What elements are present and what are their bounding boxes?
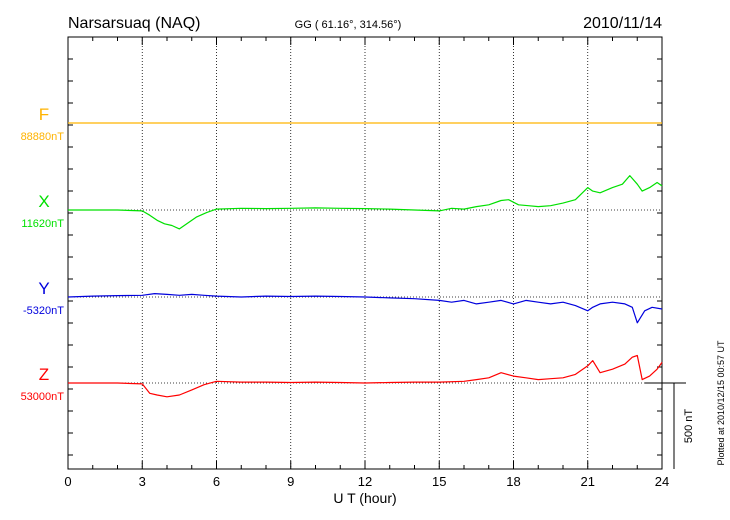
coordinates-label: GG ( 61.16°, 314.56°)	[295, 19, 402, 31]
x-tick-label: 18	[506, 474, 520, 489]
series-baseline-value-f: 88880nT	[21, 131, 65, 143]
axis-ticks	[67, 37, 663, 469]
series-name-y: Y	[38, 279, 49, 298]
x-tick-label: 9	[287, 474, 294, 489]
x-tick-label: 12	[358, 474, 372, 489]
series-line-z	[68, 354, 663, 398]
x-tick-label: 3	[139, 474, 146, 489]
x-tick-label: 21	[581, 474, 595, 489]
scale-bar: 500 nT	[645, 382, 695, 469]
x-tick-label: 24	[655, 474, 669, 489]
series-name-z: Z	[39, 365, 49, 384]
plotted-at-note: Plotted at 2010/12/15 00:57 UT	[716, 340, 726, 466]
series-baseline-value-y: -5320nT	[23, 305, 64, 317]
series-baseline-value-x: 11620nT	[21, 218, 64, 230]
x-tick-labels: 0 3 6 9 12 15 18 21 24	[64, 474, 669, 489]
date-label: 2010/11/14	[583, 15, 662, 32]
series-name-f: F	[39, 105, 49, 124]
series-name-x: X	[38, 192, 49, 211]
scale-bar-label: 500 nT	[683, 409, 695, 444]
x-tick-label: 15	[432, 474, 446, 489]
series-baseline-value-z: 53000nT	[21, 391, 65, 403]
x-tick-label: 0	[64, 474, 71, 489]
series-traces	[67, 122, 663, 398]
series-line-x	[68, 175, 663, 230]
station-title: Narsarsuaq (NAQ)	[68, 15, 200, 32]
x-axis-label: U T (hour)	[333, 490, 396, 506]
x-tick-label: 6	[213, 474, 220, 489]
series-line-y	[67, 293, 663, 324]
grid-lines	[141, 37, 589, 469]
series-labels: F 88880nT X 11620nT Y -5320nT Z 53000nT	[21, 105, 65, 403]
